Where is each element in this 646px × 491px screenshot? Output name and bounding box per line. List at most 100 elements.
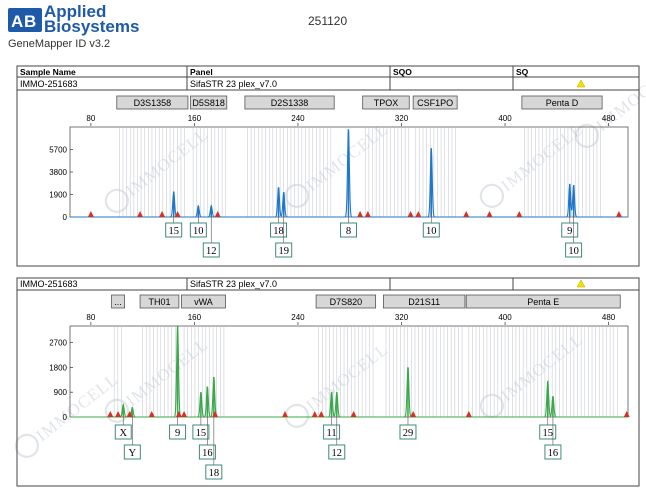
size-standard-marker [159,211,166,217]
marker-box[interactable] [111,294,125,309]
allele-call[interactable]: 18 [270,217,288,238]
marker-box[interactable] [139,294,180,309]
allele-box[interactable] [544,444,562,460]
marker-label: D21S11 [408,297,440,307]
allele-call[interactable]: 9 [169,417,187,440]
marker-d2s1338[interactable]: D2S1338 [244,95,335,110]
size-standard-marker [350,411,357,417]
marker-d7s820[interactable]: D7S820 [315,294,377,309]
x-tick-label: 320 [395,313,409,322]
allele-call[interactable]: 10 [189,217,207,238]
marker-d3s1358[interactable]: D3S1358 [116,95,189,110]
allele-box[interactable] [198,444,216,460]
green-panel-frame [16,289,640,487]
size-standard-marker [357,211,364,217]
allele-box[interactable] [192,424,210,440]
marker-d5s818[interactable]: D5S818 [190,95,228,110]
watermark: IMMOCELL [479,329,587,418]
allele-call[interactable]: 19 [275,217,293,258]
blue-panel-frame [16,89,640,267]
marker-label: TPOX [374,98,399,108]
panel-cell-2: SifaSTR 23 plex_v7.0 [190,279,277,289]
allele-box[interactable] [270,222,288,238]
size-standard-marker [107,411,114,417]
marker-box[interactable] [181,294,226,309]
marker-box[interactable] [315,294,377,309]
allele-label: 29 [403,428,414,439]
allele-box[interactable] [399,424,417,440]
marker-box[interactable] [244,95,335,110]
x-tick-label: 400 [498,313,512,322]
size-standard-marker [214,211,221,217]
allele-call[interactable]: 15 [165,217,183,238]
allele-call[interactable]: 11 [323,417,341,440]
y-tick-label: 900 [54,388,68,397]
marker-box[interactable] [521,95,603,110]
allele-call[interactable]: 18 [205,417,223,480]
marker-box[interactable] [382,294,466,309]
watermark-layer: IMMOCELL IMMOCELL IMMOCELL IMMOCELL IMMOCELL… [14,59,646,458]
marker--[interactable]: ... [111,294,125,309]
marker-box[interactable] [412,95,458,110]
allele-box[interactable] [114,424,132,440]
watermark: IMMOCELL [104,124,212,213]
allele-box[interactable] [539,424,557,440]
marker-th01[interactable]: TH01 [139,294,180,309]
allele-box[interactable] [275,242,293,258]
y-tick-label: 1800 [49,363,67,372]
allele-label: 16 [202,448,213,459]
marker-csf1po[interactable]: CSF1PO [412,95,458,110]
allele-label: 8 [346,226,351,237]
run-id: 251120 [308,14,348,28]
allele-call[interactable]: 15 [192,417,210,440]
allele-call[interactable]: 16 [198,417,216,460]
svg-text:B: B [24,12,36,31]
allele-call[interactable]: 12 [328,417,346,460]
marker-label: CSF1PO [417,98,453,108]
allele-call[interactable]: 29 [399,417,417,440]
allele-label: 10 [426,226,437,237]
marker-tpox[interactable]: TPOX [362,95,410,110]
green-dye-panel: ... TH01 vWA D7S820 D21S11 Penta E80 160 240 320… [49,294,630,480]
marker-penta-e[interactable]: Penta E [465,294,621,309]
allele-call[interactable]: 9 [561,217,579,238]
allele-box[interactable] [422,222,440,238]
marker-label: D3S1358 [134,98,172,108]
marker-penta-d[interactable]: Penta D [521,95,603,110]
allele-call[interactable]: 16 [544,417,562,460]
allele-box[interactable] [123,444,141,460]
x-tick-label: 480 [602,313,616,322]
size-standard-marker [87,211,94,217]
svg-text:A: A [11,12,23,31]
size-standard-marker [212,411,219,417]
x-tick-label: 80 [86,313,95,322]
allele-call[interactable]: 8 [339,217,357,238]
allele-call[interactable]: Y [123,417,141,460]
allele-call[interactable]: 15 [539,417,557,440]
watermark-circle [479,183,505,208]
size-standard-marker [115,411,122,417]
y-tick-label: 1900 [49,191,67,200]
allele-box[interactable] [565,242,583,258]
marker-box[interactable] [465,294,621,309]
marker-vwa[interactable]: vWA [181,294,226,309]
allele-call[interactable]: X [114,417,132,440]
marker-d21s11[interactable]: D21S11 [382,294,466,309]
marker-box[interactable] [190,95,228,110]
allele-box[interactable] [328,444,346,460]
x-tick-label: 480 [602,114,616,123]
allele-call[interactable]: 10 [422,217,440,238]
allele-box[interactable] [165,222,183,238]
allele-box[interactable] [323,424,341,440]
size-standard-marker [623,411,630,417]
marker-box[interactable] [362,95,410,110]
marker-box[interactable] [116,95,189,110]
y-tick-label: 2700 [49,339,67,348]
allele-call[interactable]: 12 [202,217,220,258]
allele-call[interactable]: 10 [565,217,583,258]
allele-box[interactable] [169,424,187,440]
allele-box[interactable] [202,242,220,258]
allele-box[interactable] [205,464,223,480]
allele-box[interactable] [339,222,357,238]
allele-box[interactable] [189,222,207,238]
